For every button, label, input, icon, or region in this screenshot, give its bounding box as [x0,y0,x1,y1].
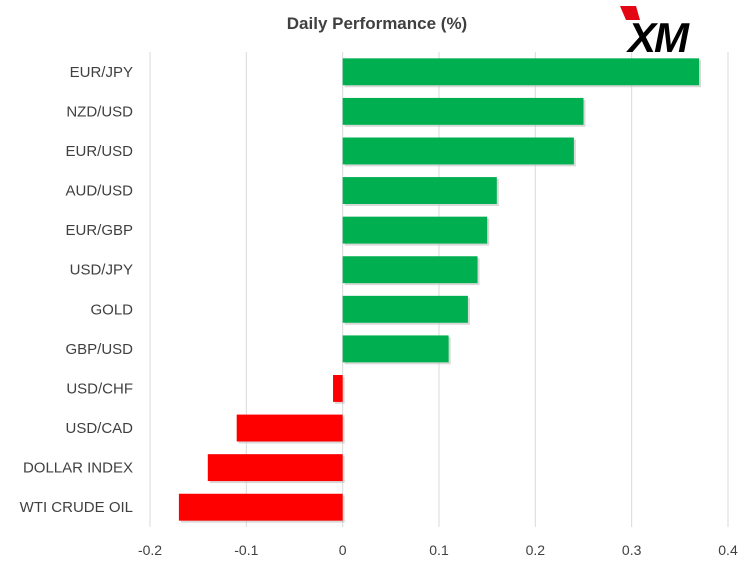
category-label: USD/CAD [65,420,133,437]
x-axis-tick-labels: -0.2 -0.1 0 0.1 0.2 0.3 0.4 [138,542,738,558]
category-label: USD/CHF [66,380,133,397]
x-tick-label: 0.2 [526,542,546,558]
category-label: DOLLAR INDEX [23,460,133,477]
bar-aud-usd [342,177,497,204]
bar-gbp-usd [342,335,449,363]
category-label: EUR/GBP [65,222,133,239]
bar-gold [342,295,468,323]
bar-usd-jpy [342,256,478,284]
x-tick-label: 0.3 [622,542,642,558]
x-tick-label: -0.1 [234,542,258,558]
category-label: AUD/USD [65,183,133,200]
x-tick-label: -0.2 [138,542,162,558]
chart-title: Daily Performance (%) [287,14,467,33]
category-label: GOLD [90,301,133,318]
x-tick-label: 0.4 [718,542,738,558]
category-label: GBP/USD [65,341,133,358]
bar-eur-usd [342,137,574,165]
bar-eur-jpy [342,58,700,86]
x-tick-label: 0.1 [429,542,449,558]
bar-usd-cad [236,414,343,442]
bar-eur-gbp [342,216,488,244]
category-label: NZD/USD [66,103,133,120]
logo-text: XM [626,14,690,61]
bars [178,58,702,523]
category-label: WTI CRUDE OIL [20,499,133,516]
logo-accent-mark [620,6,640,20]
xm-logo: XM [620,6,692,61]
category-labels: EUR/JPY NZD/USD EUR/USD AUD/USD EUR/GBP USD/J… [20,64,134,516]
category-label: USD/JPY [70,262,133,279]
gridlines [149,52,729,527]
bar-dollar-index [207,454,343,482]
bar-usd-chf [333,375,343,402]
bar-nzd-usd [342,97,584,125]
x-tick-label: 0 [339,542,347,558]
category-label: EUR/USD [65,143,133,160]
category-label: EUR/JPY [70,64,133,81]
bar-wti-crude-oil [178,493,343,521]
